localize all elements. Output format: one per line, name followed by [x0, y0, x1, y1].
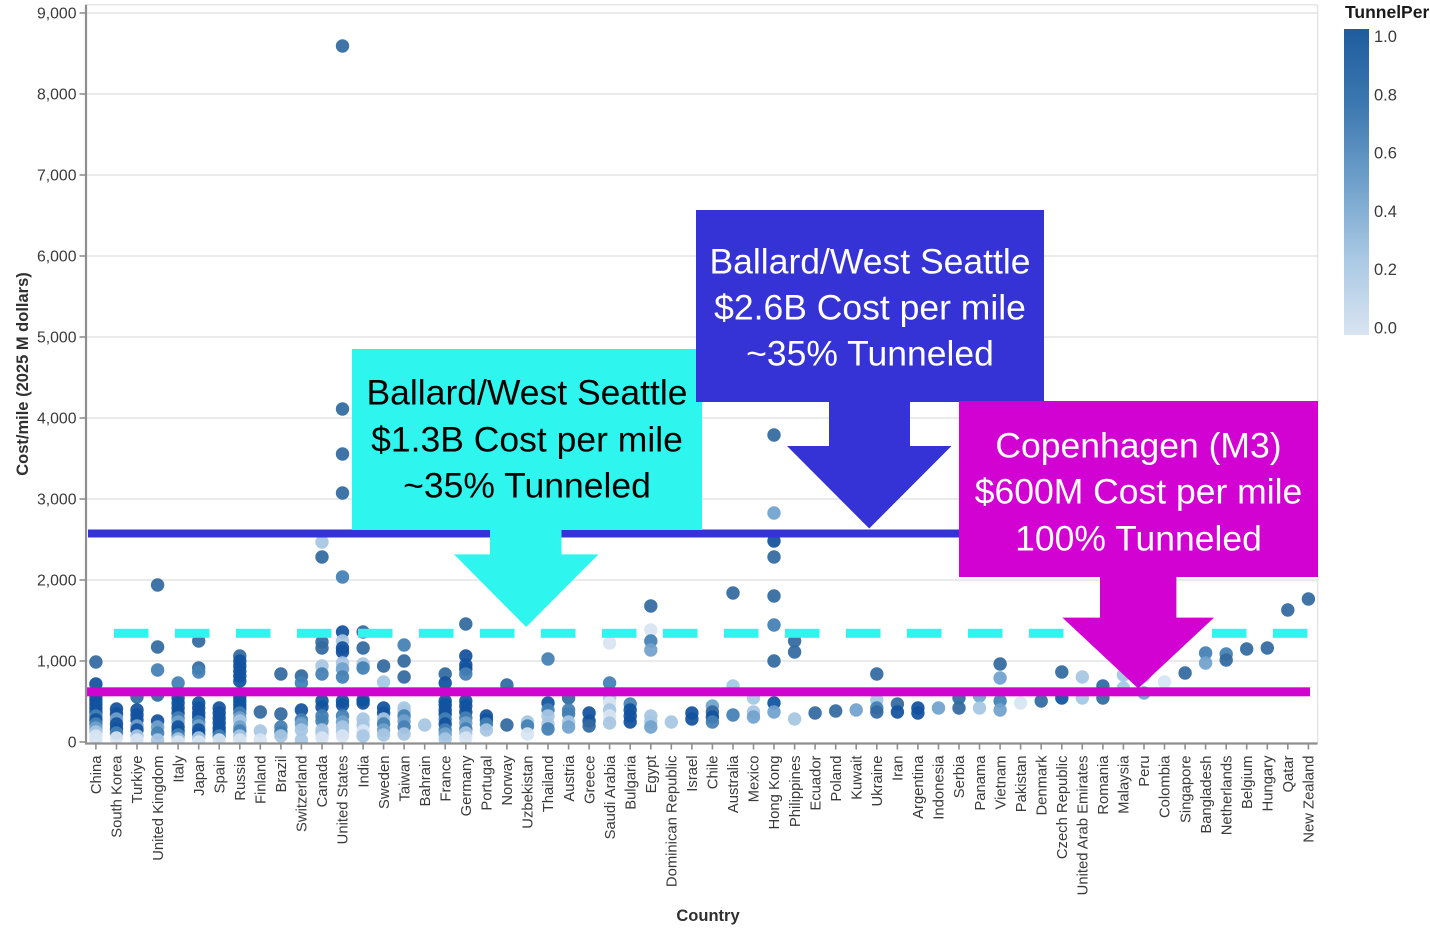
svg-text:7,000: 7,000 [37, 168, 77, 185]
svg-text:0.4: 0.4 [1374, 203, 1397, 221]
svg-text:3,000: 3,000 [37, 492, 77, 509]
svg-text:Kuwait: Kuwait [850, 756, 866, 800]
svg-text:Austria: Austria [562, 755, 578, 802]
svg-text:United Arab Emirates: United Arab Emirates [1076, 756, 1092, 896]
svg-text:Israel: Israel [685, 756, 701, 792]
svg-text:Ballard/West Seattle: Ballard/West Seattle [367, 372, 688, 412]
svg-text:Spain: Spain [212, 756, 228, 794]
svg-text:Germany: Germany [459, 755, 475, 816]
svg-text:Taiwan: Taiwan [397, 756, 413, 802]
svg-text:Argentina: Argentina [911, 755, 927, 819]
svg-text:United Kingdom: United Kingdom [151, 756, 167, 861]
svg-text:Finland: Finland [254, 756, 270, 805]
svg-text:Dominican Republic: Dominican Republic [665, 755, 681, 887]
svg-text:$2.6B Cost per mile: $2.6B Cost per mile [714, 287, 1026, 327]
svg-text:Peru: Peru [1137, 756, 1153, 787]
svg-text:0.6: 0.6 [1374, 145, 1397, 163]
svg-text:Portugal: Portugal [480, 756, 496, 811]
svg-text:Australia: Australia [726, 755, 742, 813]
svg-text:Switzerland: Switzerland [295, 756, 311, 832]
svg-text:Sweden: Sweden [377, 756, 393, 809]
svg-text:Egypt: Egypt [644, 756, 660, 794]
svg-text:New Zealand: New Zealand [1302, 756, 1318, 843]
svg-text:Russia: Russia [233, 755, 249, 801]
svg-text:8,000: 8,000 [37, 87, 77, 104]
svg-text:~35% Tunneled: ~35% Tunneled [403, 465, 651, 505]
svg-text:Cost/mile (2025 M dollars): Cost/mile (2025 M dollars) [14, 272, 32, 476]
svg-text:Mexico: Mexico [747, 756, 763, 803]
svg-text:France: France [438, 756, 454, 802]
svg-text:Ecuador: Ecuador [808, 755, 824, 810]
svg-text:2,000: 2,000 [37, 573, 77, 590]
svg-text:South Korea: South Korea [110, 755, 126, 838]
svg-text:Vietnam: Vietnam [993, 756, 1009, 810]
svg-text:Thailand: Thailand [541, 756, 557, 813]
svg-text:1.0: 1.0 [1374, 28, 1397, 46]
svg-text:Copenhagen (M3): Copenhagen (M3) [995, 425, 1281, 465]
svg-text:Greece: Greece [582, 756, 598, 805]
svg-text:Poland: Poland [829, 756, 845, 802]
svg-text:Chile: Chile [706, 756, 722, 790]
svg-text:6,000: 6,000 [37, 249, 77, 266]
svg-text:4,000: 4,000 [37, 411, 77, 428]
svg-text:$600M Cost per mile: $600M Cost per mile [975, 471, 1303, 511]
svg-text:Norway: Norway [500, 755, 516, 806]
svg-text:Pakistan: Pakistan [1014, 756, 1030, 813]
svg-text:Philippines: Philippines [788, 756, 804, 828]
svg-text:~35% Tunneled: ~35% Tunneled [746, 333, 994, 373]
svg-text:5,000: 5,000 [37, 330, 77, 347]
svg-text:Belgium: Belgium [1240, 756, 1256, 809]
svg-text:Saudi Arabia: Saudi Arabia [603, 755, 619, 840]
svg-text:0.0: 0.0 [1374, 320, 1397, 338]
svg-text:Denmark: Denmark [1034, 755, 1050, 816]
svg-text:Qatar: Qatar [1281, 755, 1297, 792]
svg-text:Country: Country [676, 907, 740, 925]
svg-text:Czech Republic: Czech Republic [1055, 755, 1071, 859]
svg-text:Turkiye: Turkiye [130, 756, 146, 804]
svg-text:Malaysia: Malaysia [1117, 755, 1133, 814]
svg-text:Canada: Canada [315, 755, 331, 808]
svg-text:Ukraine: Ukraine [870, 756, 886, 807]
svg-text:$1.3B Cost per mile: $1.3B Cost per mile [371, 419, 683, 459]
svg-text:Serbia: Serbia [952, 755, 968, 799]
svg-text:China: China [89, 755, 105, 794]
svg-text:Uzbekistan: Uzbekistan [521, 756, 537, 829]
svg-text:Colombia: Colombia [1158, 755, 1174, 818]
svg-text:United States: United States [336, 756, 352, 845]
svg-text:Romania: Romania [1096, 755, 1112, 815]
svg-text:9,000: 9,000 [37, 6, 77, 23]
svg-text:Hungary: Hungary [1261, 755, 1277, 812]
svg-text:Japan: Japan [192, 756, 208, 796]
svg-text:0: 0 [68, 735, 77, 752]
svg-text:Hong Kong: Hong Kong [767, 756, 783, 830]
svg-text:Bangladesh: Bangladesh [1199, 756, 1215, 834]
svg-text:Italy: Italy [171, 755, 187, 783]
svg-text:Indonesia: Indonesia [932, 755, 948, 820]
svg-text:Ballard/West Seattle: Ballard/West Seattle [710, 241, 1031, 281]
svg-text:Iran: Iran [891, 756, 907, 782]
svg-text:0.8: 0.8 [1374, 86, 1397, 104]
svg-text:Bulgaria: Bulgaria [623, 755, 639, 810]
svg-text:Brazil: Brazil [274, 756, 290, 793]
svg-text:Netherlands: Netherlands [1219, 756, 1235, 836]
svg-text:Singapore: Singapore [1178, 756, 1194, 823]
svg-text:Bahrain: Bahrain [418, 756, 434, 807]
svg-text:1,000: 1,000 [37, 654, 77, 671]
svg-text:Panama: Panama [973, 755, 989, 811]
svg-text:India: India [356, 755, 372, 788]
svg-text:100% Tunneled: 100% Tunneled [1015, 518, 1262, 558]
svg-text:TunnelPer: TunnelPer [1345, 2, 1429, 22]
svg-text:0.2: 0.2 [1374, 261, 1397, 279]
